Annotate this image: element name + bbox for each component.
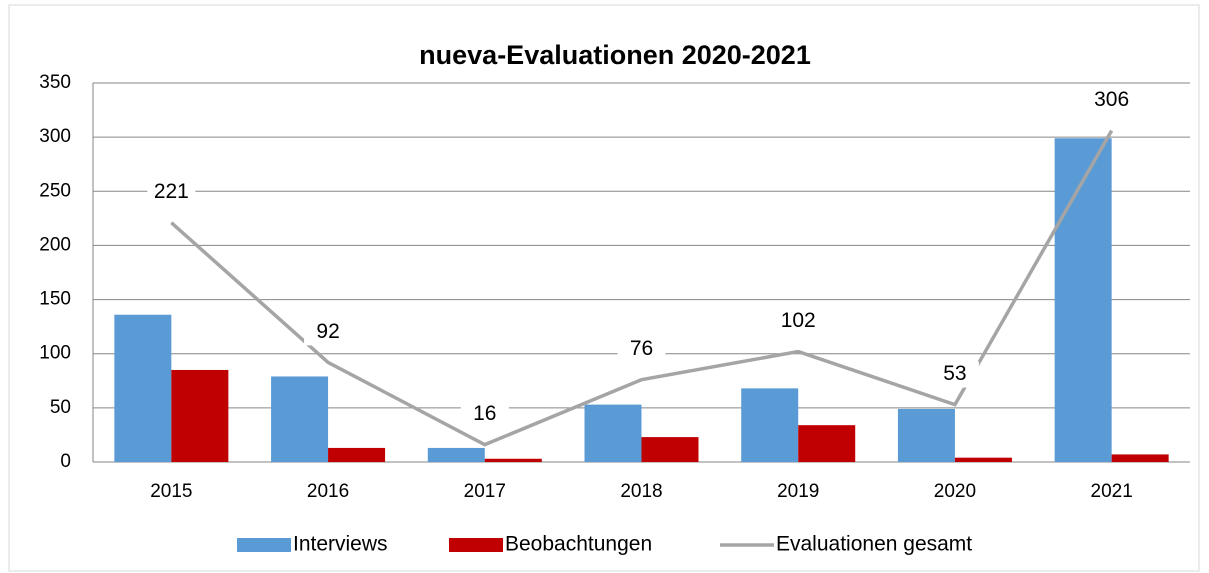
data-label-bg	[1087, 87, 1136, 114]
line	[170, 129, 1114, 447]
legend-label: Interviews	[293, 533, 388, 556]
bar	[798, 425, 856, 462]
data-label-bg	[617, 336, 666, 363]
x-tick-label: 2017	[464, 481, 506, 502]
bar	[427, 447, 485, 462]
chart-frame	[8, 4, 1200, 572]
bar	[741, 388, 799, 462]
bar	[271, 376, 329, 462]
data-label: 306	[1094, 88, 1129, 111]
bar	[1111, 454, 1169, 462]
y-tick-label: 300	[39, 126, 71, 147]
y-tick-label: 200	[39, 234, 71, 255]
bar	[114, 314, 172, 462]
y-tick-label: 0	[60, 451, 71, 472]
bar	[1054, 138, 1112, 462]
y-tick-label: 150	[39, 289, 71, 310]
y-tick-label: 50	[50, 397, 71, 418]
x-tick-label: 2018	[620, 481, 662, 502]
bar	[641, 437, 699, 462]
data-label: 92	[316, 320, 339, 343]
bar	[954, 457, 1012, 462]
bar	[328, 447, 386, 462]
data-label: 53	[943, 362, 966, 385]
x-tick-label: 2021	[1091, 481, 1133, 502]
y-tick-label: 100	[39, 343, 71, 364]
data-label: 102	[781, 309, 816, 332]
bar	[584, 404, 642, 462]
legend-swatch	[237, 538, 291, 552]
data-label: 221	[154, 180, 189, 203]
bar	[897, 408, 955, 462]
legend-label: Evaluationen gesamt	[776, 533, 972, 556]
data-label-bg	[147, 179, 196, 206]
data-label-bg	[930, 361, 979, 388]
y-tick-label: 350	[39, 72, 71, 93]
x-tick-label: 2015	[150, 481, 192, 502]
bar	[171, 369, 229, 462]
chart-title: nueva-Evaluationen 2020-2021	[419, 40, 811, 70]
data-label-bg	[460, 401, 509, 428]
bar	[484, 458, 542, 462]
y-tick-label: 250	[39, 180, 71, 201]
x-tick-label: 2016	[307, 481, 349, 502]
legend-swatch	[449, 538, 503, 552]
data-label: 76	[630, 337, 653, 360]
data-label-bg	[304, 319, 353, 346]
data-label: 16	[473, 402, 496, 425]
x-tick-label: 2020	[934, 481, 976, 502]
x-tick-label: 2019	[777, 481, 819, 502]
legend-label: Beobachtungen	[505, 533, 652, 556]
data-label-bg	[774, 308, 823, 335]
